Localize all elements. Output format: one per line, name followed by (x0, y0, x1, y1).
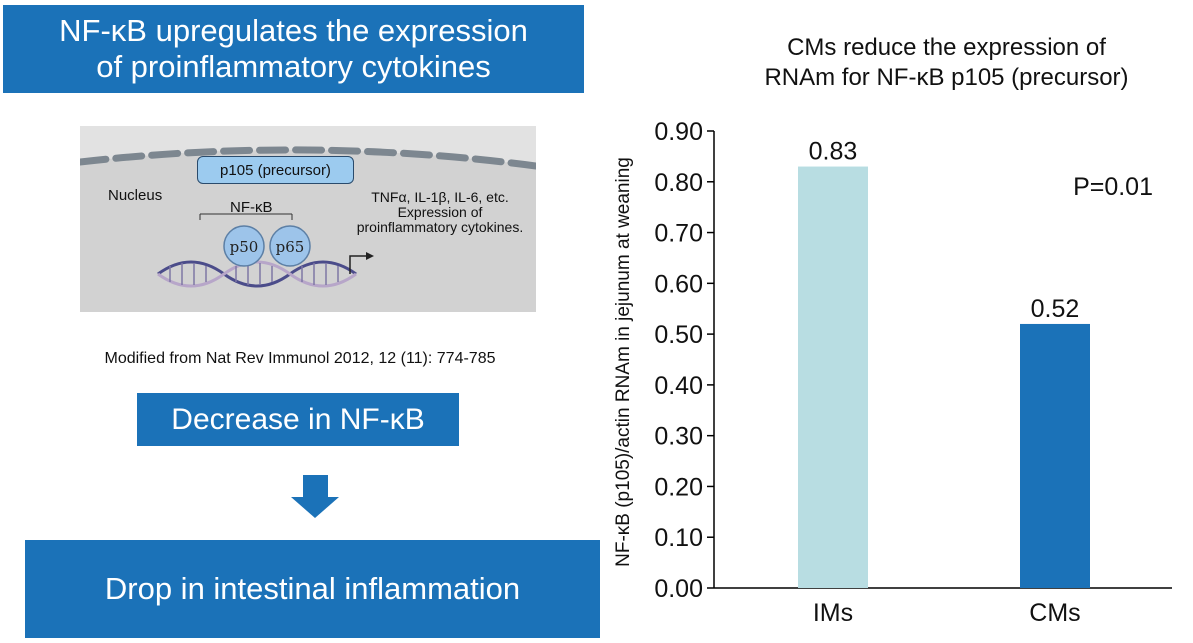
y-tick-label: 0.40 (654, 372, 703, 400)
data-label: 0.83 (809, 138, 858, 166)
chart-title-line-2: RNAm for NF-κB p105 (precursor) (764, 64, 1129, 91)
p105-precursor-box: p105 (precursor) (197, 156, 354, 184)
y-tick-label: 0.80 (654, 169, 703, 197)
p50-protein (223, 225, 265, 267)
y-tick-label: 0.00 (654, 575, 703, 603)
bar-cms (1020, 323, 1090, 588)
dna-strand-1 (157, 260, 357, 288)
nucleus-diagram-graphic: p50 p65 (80, 146, 536, 312)
y-tick-label: 0.20 (654, 473, 703, 501)
title-banner: NF-κB upregulates the expression of proi… (3, 5, 584, 93)
cytokine-line-1: TNFα, IL-1β, IL-6, etc. (371, 189, 509, 205)
p-value-annotation: P=0.01 (1073, 173, 1153, 201)
y-tick-label: 0.70 (654, 220, 703, 248)
y-tick-label: 0.90 (654, 118, 703, 146)
cytokine-line-2: Expression of (397, 204, 483, 220)
x-tick-label: CMs (1029, 599, 1080, 627)
nf-kb-label: NF-κB (230, 199, 273, 216)
chart-title: CMs reduce the expression of RNAm for NF… (700, 33, 1193, 93)
nuclear-membrane (80, 146, 536, 170)
drop-banner: Drop in intestinal inflammation (25, 540, 600, 638)
x-tick-label: IMs (813, 599, 853, 627)
p50-label: p50 (230, 238, 259, 256)
y-tick-label: 0.60 (654, 270, 703, 298)
nucleus-label: Nucleus (108, 187, 163, 204)
dna-rungs (169, 263, 339, 285)
p65-label: p65 (276, 238, 305, 256)
cytokine-text: TNFα, IL-1β, IL-6, etc. Expression of pr… (346, 190, 534, 235)
y-tick-label: 0.50 (654, 321, 703, 349)
title-line-1: NF-κB upregulates the expression (59, 13, 528, 48)
data-label: 0.52 (1031, 295, 1080, 323)
title-line-2: of proinflammatory cytokines (96, 49, 491, 84)
chart-title-line-1: CMs reduce the expression of (787, 34, 1106, 61)
y-tick-label: 0.30 (654, 423, 703, 451)
decrease-banner: Decrease in NF-κB (137, 393, 459, 446)
source-citation: Modified from Nat Rev Immunol 2012, 12 (… (104, 350, 496, 367)
bar-chart: 0.00 0.10 0.20 0.30 0.40 0.50 0.60 0.70 0.80 0.90… (654, 118, 1172, 627)
bar-ims (798, 166, 868, 588)
nf-kb-diagram: p50 p65 p105 (precursor) Nucleus NF-κB T… (80, 126, 536, 312)
y-tick-label: 0.10 (654, 524, 703, 552)
transcription-arrow (349, 255, 370, 274)
p65-protein (269, 225, 311, 267)
cytokine-line-3: proinflammatory cytokines. (356, 219, 524, 235)
